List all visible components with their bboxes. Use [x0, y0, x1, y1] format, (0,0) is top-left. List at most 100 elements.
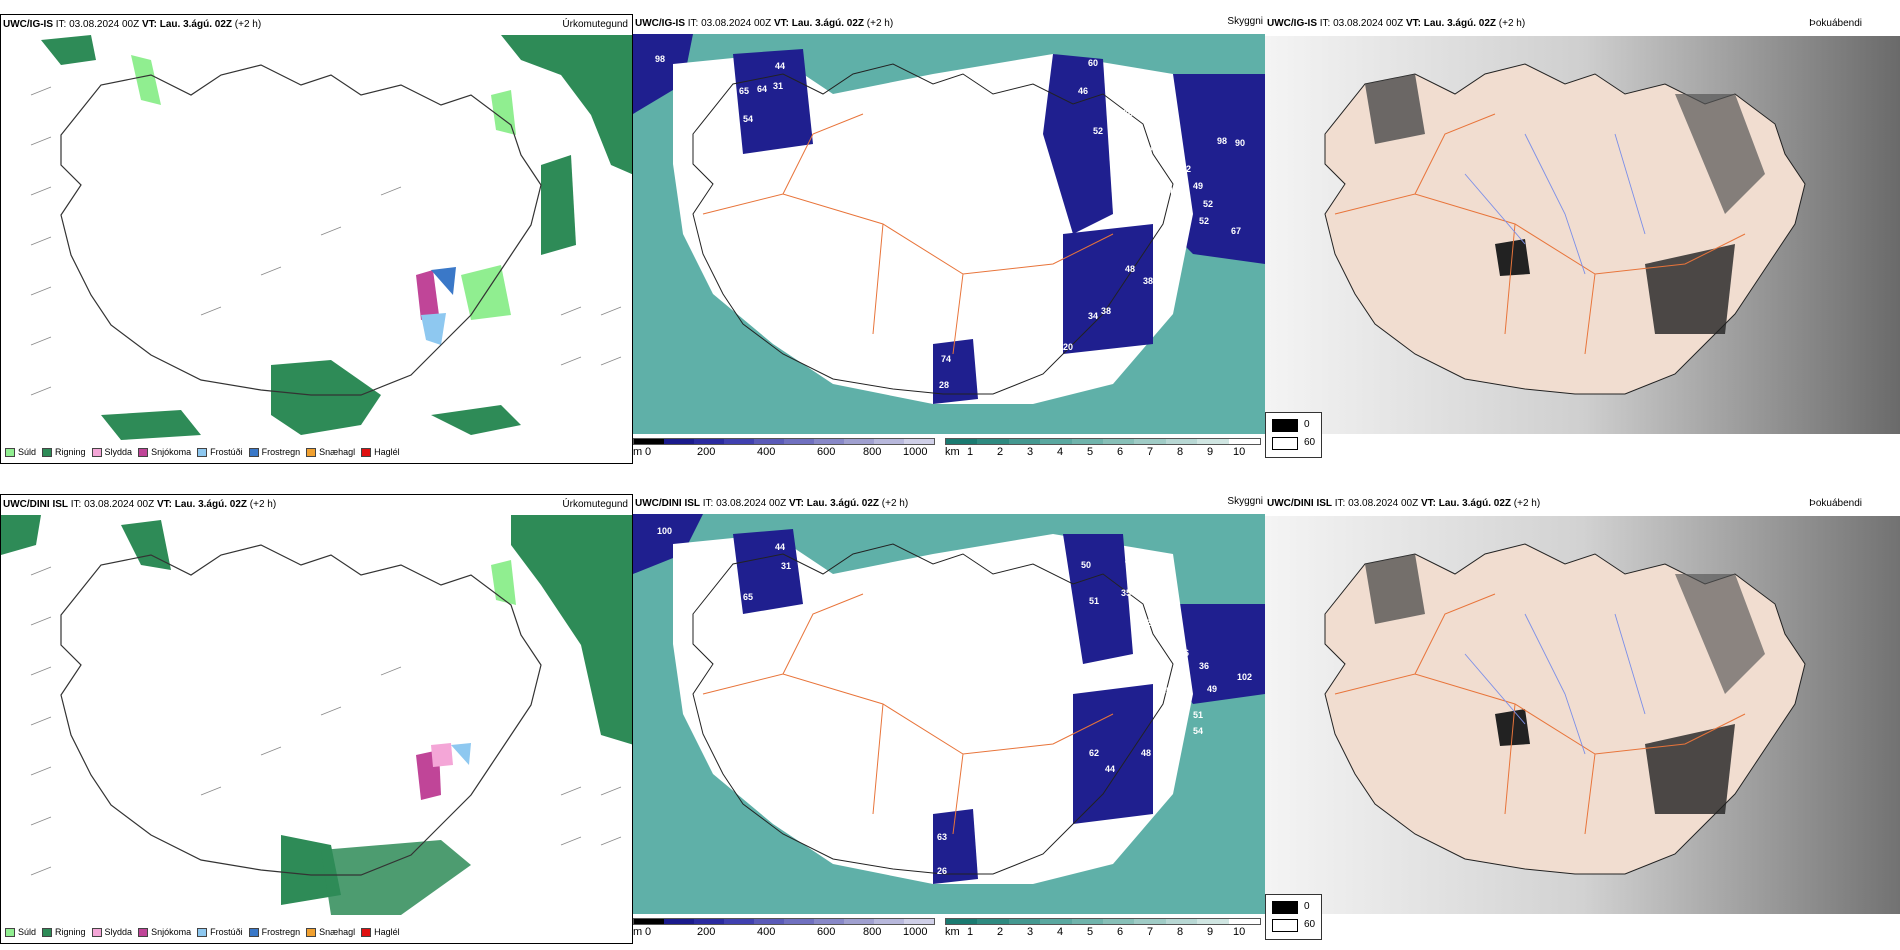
cloud-map: 98 44 31 64 65 54 75 60 46 36 38 36 52 3… [633, 34, 1265, 434]
colorbar-segment [1134, 919, 1166, 924]
colorbar-segment [814, 439, 844, 444]
legend-item: Frostúði [197, 927, 243, 937]
cloud-label: 90 [1235, 138, 1245, 148]
cloud-label: 63 [937, 832, 947, 842]
cloud-label: 20 [1063, 812, 1073, 822]
legend-item: Rigning [42, 927, 86, 937]
iceland-outline [60, 544, 542, 876]
cloud-label: 38 [1101, 306, 1111, 316]
fog-index-key: 0 60 [1265, 894, 1322, 940]
cloud-label: 74 [941, 354, 951, 364]
fog-panel-top: UWC/IG-IS IT: 03.08.2024 00Z VT: Lau. 3.… [1265, 14, 1900, 464]
cloud-label: 11 [1143, 666, 1153, 676]
precip-legend: Súld Rigning Slydda Snjókoma Frostúði Fr… [5, 447, 400, 457]
cloud-label: 100 [1033, 186, 1048, 196]
panel-title: Úrkomutegund [562, 499, 628, 510]
cloud-label: 26 [937, 866, 947, 876]
cloud-label: 31 [1153, 604, 1163, 614]
cloud-label: 28 [939, 380, 949, 390]
cloud-label: 98 [655, 54, 665, 64]
panel-header: UWC/IG-IS IT: 03.08.2024 00Z VT: Lau. 3.… [635, 18, 894, 29]
precip-areas [1, 515, 632, 915]
colorbar-segment [634, 919, 664, 924]
cloud-label: 102 [1237, 672, 1252, 682]
legend-item: Haglél [361, 447, 400, 457]
cloud-label: 48 [1125, 264, 1135, 274]
precip-map [30, 35, 632, 440]
cloud-label: 64 [757, 84, 767, 94]
cloud-label: 33 [1156, 128, 1166, 138]
cloud-label: 49 [1193, 181, 1203, 191]
panel-title: Úrkomutegund [562, 19, 628, 30]
cloud-label: 54 [1193, 726, 1203, 736]
cloud-label: 35 [1161, 686, 1171, 696]
colorbar-segment [784, 919, 814, 924]
legend-item: Súld [5, 927, 36, 937]
fog-panel-bottom: UWC/DINI ISL IT: 03.08.2024 00Z VT: Lau.… [1265, 494, 1900, 950]
colorbar-segment [814, 919, 844, 924]
cloud-label: 54 [809, 587, 819, 597]
colorbar-segment [1008, 439, 1041, 444]
cloud-label: 31 [773, 81, 783, 91]
panel-header: UWC/IG-IS IT: 03.08.2024 00Z VT: Lau. 3.… [3, 19, 262, 30]
precip-type-panel-top: UWC/IG-IS IT: 03.08.2024 00Z VT: Lau. 3.… [0, 14, 633, 464]
wind-barbs [30, 566, 622, 876]
cloud-vis-panel-bottom: UWC/DINI ISL IT: 03.08.2024 00Z VT: Lau.… [633, 494, 1265, 950]
cloud-label: 35 [1121, 588, 1131, 598]
panel-header: UWC/DINI ISL IT: 03.08.2024 00Z VT: Lau.… [1267, 498, 1541, 509]
cloud-base-colorbar: m 0 200 400 600 800 1000 [633, 438, 935, 464]
cloud-label: 52 [1093, 126, 1103, 136]
colorbar-segment [1103, 919, 1135, 924]
cloud-label: 43 [1167, 229, 1177, 239]
cloud-label: 49 [1125, 556, 1135, 566]
colorbar-segment [977, 439, 1009, 444]
colorbar-segment [874, 439, 904, 444]
legend-item: Snjókoma [138, 447, 191, 457]
iceland-outline [60, 64, 542, 396]
colorbar-segment [724, 439, 754, 444]
legend-item: Frostregn [248, 447, 300, 457]
cloud-label: 100 [657, 526, 672, 536]
colorbar-segment [1134, 439, 1166, 444]
cloud-label: 44 [775, 61, 785, 71]
cloud-label: 65 [739, 86, 749, 96]
colorbar-segment [754, 439, 784, 444]
colorbar-segment [1228, 919, 1261, 924]
cloud-label: 46 [1078, 86, 1088, 96]
colorbar-segment [844, 439, 874, 444]
cloud-label: 40 [1168, 186, 1178, 196]
colorbar-segment [1197, 919, 1229, 924]
legend-item: Snæhagl [306, 927, 355, 937]
colorbar-segment [1228, 439, 1261, 444]
legend-item: Haglél [361, 927, 400, 937]
colorbar-segment [784, 439, 814, 444]
colorbar-segment [946, 919, 978, 924]
colorbar-segment [1071, 439, 1104, 444]
colorbar-segment [664, 919, 694, 924]
cloud-label: 48 [1141, 748, 1151, 758]
cloud-label: 52 [1203, 199, 1213, 209]
cloud-base-labels: 100 44 31 54 65 50 49 35 51 32 31 26 36 … [657, 526, 1252, 876]
cloud-base-colorbar: m 0 200 400 600 800 1000 [633, 918, 935, 944]
colorbar-segment [1040, 919, 1072, 924]
colorbar-segment [844, 919, 874, 924]
cloud-label: 38 [1143, 276, 1153, 286]
colorbar-segment [694, 919, 724, 924]
legend-item: Súld [5, 447, 36, 457]
cloud-label: 44 [1105, 764, 1115, 774]
cloud-label: 79 [989, 348, 999, 358]
cloud-label: 31 [781, 561, 791, 571]
precip-type-panel-bottom: UWC/DINI ISL IT: 03.08.2024 00Z VT: Lau.… [0, 494, 633, 944]
fog-index-key: 0 60 [1265, 412, 1322, 458]
cloud-label: 36 [1199, 661, 1209, 671]
cloud-label: 33 [1171, 204, 1181, 214]
precip-legend: Súld Rigning Slydda Snjókoma Frostúði Fr… [5, 927, 400, 937]
legend-item: Frostúði [197, 447, 243, 457]
legend-item: Frostregn [248, 927, 300, 937]
colorbar-segment [977, 919, 1009, 924]
cloud-label: 52 [1173, 712, 1183, 722]
cloud-label: 54 [743, 114, 753, 124]
cloud-vis-panel-top: UWC/IG-IS IT: 03.08.2024 00Z VT: Lau. 3.… [633, 14, 1265, 464]
colorbar-segment [754, 919, 784, 924]
panel-header: UWC/IG-IS IT: 03.08.2024 00Z VT: Lau. 3.… [1267, 18, 1526, 29]
